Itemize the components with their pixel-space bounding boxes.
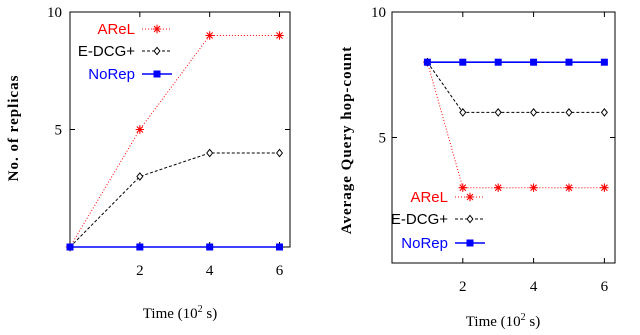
data-point-arel xyxy=(529,183,538,192)
x-tick-label: 6 xyxy=(601,279,609,295)
legend-label: NoRep xyxy=(401,235,448,252)
series-line-arel xyxy=(426,62,605,189)
legend-label: NoRep xyxy=(88,66,135,83)
legend-marker xyxy=(466,239,474,247)
data-point-arel xyxy=(600,183,609,192)
x-tick-label: 4 xyxy=(530,279,538,295)
data-point-norep xyxy=(206,243,214,251)
series-line-e-dcg- xyxy=(69,152,280,248)
data-point-norep xyxy=(136,243,144,251)
legend-label: E-DCG+ xyxy=(78,43,135,60)
data-point-e-dcg- xyxy=(565,107,573,117)
x-tick-label: 2 xyxy=(136,263,144,279)
data-point-e-dcg- xyxy=(206,148,214,158)
data-point-e-dcg- xyxy=(136,172,144,181)
y-axis-label: Average Query hop-count xyxy=(339,46,355,235)
data-point-norep xyxy=(530,58,538,66)
series-line-e-dcg- xyxy=(426,61,605,113)
data-point-e-dcg- xyxy=(494,107,502,117)
series-line-arel xyxy=(69,35,280,248)
x-axis-label: Time (102 s) xyxy=(143,304,217,322)
data-point-norep xyxy=(494,58,502,66)
y-axis-label: No. of replicas xyxy=(6,75,22,182)
y-tick-label: 5 xyxy=(379,131,387,147)
y-tick-label: 5 xyxy=(55,123,63,139)
data-point-e-dcg- xyxy=(600,107,608,117)
legend-label: AReL xyxy=(97,21,135,38)
data-point-e-dcg- xyxy=(530,107,538,117)
data-point-norep xyxy=(66,243,74,251)
data-point-norep xyxy=(423,58,431,66)
x-tick-label: 2 xyxy=(459,279,467,295)
data-point-arel xyxy=(493,183,503,192)
data-point-norep xyxy=(276,243,284,251)
data-point-e-dcg- xyxy=(459,107,467,117)
legend-marker xyxy=(152,24,162,34)
data-point-arel xyxy=(275,31,284,40)
legend-marker xyxy=(466,214,474,224)
hopcount-chart: 2 4 6 5 10 Time (102 s) Average Query hop-coun… xyxy=(339,5,616,330)
legend-marker xyxy=(153,70,161,78)
legend-label: AReL xyxy=(410,189,448,206)
x-axis-label: Time (102 s) xyxy=(466,312,540,330)
legend-marker xyxy=(465,192,475,202)
data-point-arel xyxy=(564,183,574,192)
data-point-norep xyxy=(565,58,573,66)
data-point-arel xyxy=(205,31,214,40)
x-tick-label: 4 xyxy=(206,263,214,279)
y-tick-label: 10 xyxy=(371,5,386,21)
data-point-e-dcg- xyxy=(276,148,284,158)
x-tick-label: 6 xyxy=(276,263,284,279)
data-point-norep xyxy=(459,58,467,66)
y-tick-label: 10 xyxy=(47,5,62,21)
legend-label: E-DCG+ xyxy=(391,211,448,228)
data-point-arel xyxy=(458,183,467,192)
data-point-norep xyxy=(600,58,608,66)
data-point-arel xyxy=(135,125,145,134)
replicas-chart: 2 4 6 5 10 Time (102 s) No. of replicas AReL E-D… xyxy=(6,5,291,322)
legend-marker xyxy=(153,46,161,56)
